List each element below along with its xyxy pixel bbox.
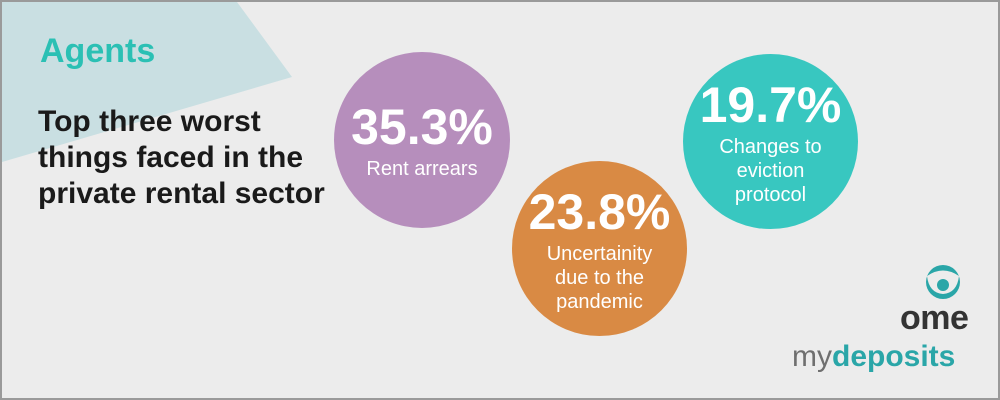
section-eyebrow: Agents xyxy=(40,32,156,70)
stat-caption: Changes to eviction protocol xyxy=(719,135,822,206)
stat-value: 19.7% xyxy=(699,76,842,133)
ome-logo-icon xyxy=(926,265,960,299)
corner-shape xyxy=(2,2,292,162)
stat-caption: Rent arrears xyxy=(366,158,478,180)
mydeposits-logo: mydeposits xyxy=(792,340,955,374)
stat-caption: Uncertainity due to the pandemic xyxy=(546,242,653,313)
stat-value: 35.3% xyxy=(351,99,493,155)
ome-logo-label: ome xyxy=(900,299,969,337)
headline: Top three worst things faced in the priv… xyxy=(38,105,325,210)
stat-bubble-rent-arrears: 35.3% Rent arrears xyxy=(334,52,510,228)
stat-value: 23.8% xyxy=(528,183,671,240)
stat-bubble-eviction: 19.7% Changes to eviction protocol xyxy=(683,54,858,229)
stat-bubble-uncertainty: 23.8% Uncertainity due to the pandemic xyxy=(512,161,687,336)
logo-suffix: deposits xyxy=(832,340,956,373)
logo-prefix: my xyxy=(792,340,832,373)
